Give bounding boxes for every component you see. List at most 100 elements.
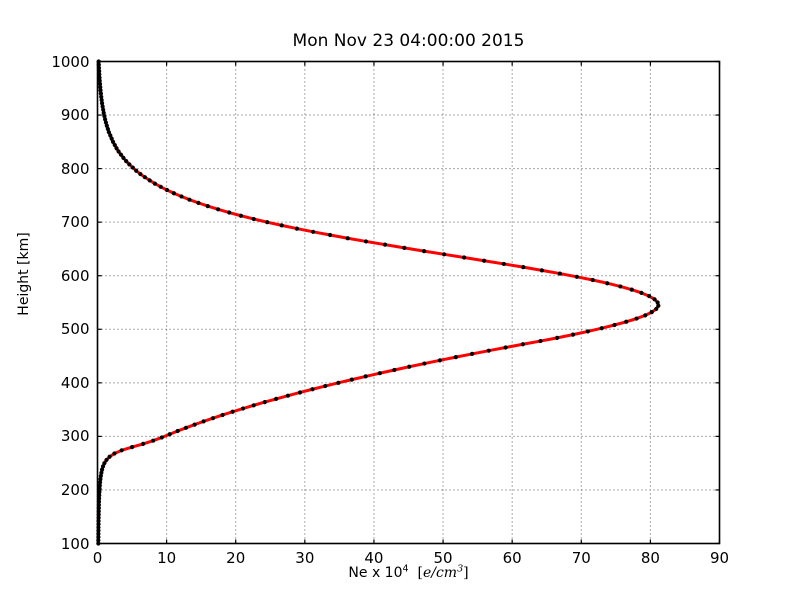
data-point-marker bbox=[192, 422, 197, 427]
data-point-marker bbox=[97, 486, 102, 491]
data-point-marker bbox=[220, 412, 225, 418]
data-point-marker bbox=[336, 380, 341, 385]
data-point-marker bbox=[201, 419, 206, 424]
data-point-marker bbox=[377, 371, 382, 376]
data-point-marker bbox=[521, 265, 526, 270]
data-point-marker bbox=[106, 130, 111, 135]
data-point-marker bbox=[119, 448, 124, 453]
data-point-marker bbox=[130, 165, 135, 170]
data-point-marker bbox=[97, 75, 102, 80]
data-point-marker bbox=[294, 226, 299, 231]
data-point-marker bbox=[179, 194, 184, 199]
data-point-marker bbox=[402, 245, 407, 250]
data-point-marker bbox=[539, 268, 544, 273]
data-point-marker bbox=[102, 114, 107, 119]
data-point-marker bbox=[101, 107, 106, 112]
data-point-marker bbox=[151, 438, 156, 443]
x-tick-label: 10 bbox=[157, 548, 177, 567]
x-tick-label: 90 bbox=[709, 548, 730, 567]
x-axis-units-close: ] bbox=[463, 565, 469, 581]
data-point-marker bbox=[441, 252, 447, 257]
data-point-marker bbox=[104, 123, 109, 128]
y-tick-label: 200 bbox=[60, 480, 90, 499]
data-point-marker bbox=[599, 326, 604, 331]
data-point-marker bbox=[99, 97, 104, 103]
y-tick-label: 300 bbox=[60, 427, 90, 446]
data-point-marker bbox=[103, 117, 108, 122]
data-point-marker bbox=[634, 316, 639, 321]
data-point-marker bbox=[121, 155, 126, 160]
x-tick-label: 20 bbox=[226, 548, 246, 567]
y-tick-label: 700 bbox=[60, 213, 90, 232]
data-point-marker bbox=[152, 181, 157, 186]
y-tick-label: 800 bbox=[60, 159, 90, 178]
data-point-marker bbox=[363, 374, 368, 379]
data-point-marker bbox=[629, 287, 634, 292]
data-point-marker bbox=[590, 277, 595, 283]
data-point-marker bbox=[103, 120, 109, 125]
data-point-marker bbox=[97, 489, 102, 495]
x-axis-label: Ne x 104 [e/cm3] bbox=[97, 563, 720, 581]
data-point-marker bbox=[557, 271, 562, 276]
data-point-marker bbox=[129, 445, 135, 450]
data-point-marker bbox=[97, 480, 103, 485]
data-point-marker bbox=[99, 94, 104, 99]
data-point-marker bbox=[98, 88, 103, 93]
data-point-marker bbox=[240, 406, 246, 411]
data-point-marker bbox=[285, 393, 290, 398]
data-point-marker bbox=[311, 229, 316, 234]
data-point-marker bbox=[100, 104, 105, 109]
data-point-marker bbox=[262, 400, 267, 405]
data-point-marker bbox=[251, 216, 256, 222]
data-point-marker bbox=[407, 364, 412, 369]
x-axis-units-math: e/cm bbox=[422, 565, 458, 581]
data-point-marker bbox=[437, 358, 443, 363]
data-point-marker bbox=[98, 473, 103, 479]
x-tick-label: 80 bbox=[640, 548, 660, 567]
data-point-marker bbox=[167, 432, 172, 437]
data-point-marker bbox=[101, 110, 106, 116]
data-point-marker bbox=[238, 213, 244, 218]
data-point-marker bbox=[482, 258, 487, 263]
data-point-marker bbox=[462, 255, 467, 260]
x-tick-label: 30 bbox=[295, 548, 315, 567]
data-point-marker bbox=[112, 142, 117, 148]
data-point-marker bbox=[646, 293, 652, 299]
data-point-marker bbox=[652, 297, 657, 302]
data-point-marker bbox=[99, 101, 105, 106]
data-point-marker bbox=[99, 467, 105, 472]
data-point-marker bbox=[297, 390, 303, 395]
x-tick-label: 40 bbox=[364, 548, 384, 567]
data-point-marker bbox=[196, 200, 201, 205]
x-axis-label-lead: Ne x 10 bbox=[348, 565, 403, 581]
data-point-marker bbox=[127, 162, 132, 167]
data-point-marker bbox=[574, 274, 579, 279]
data-point-marker bbox=[382, 242, 388, 247]
data-point-marker bbox=[175, 428, 180, 434]
data-point-marker bbox=[100, 464, 106, 469]
y-tick-label: 600 bbox=[60, 266, 90, 285]
data-point-marker bbox=[216, 207, 221, 212]
data-point-marker bbox=[171, 191, 176, 196]
data-point-marker bbox=[624, 319, 629, 324]
data-point-marker bbox=[147, 178, 152, 183]
data-point-marker bbox=[323, 383, 328, 389]
axes-frame bbox=[96, 60, 721, 545]
y-tick-label: 400 bbox=[60, 373, 90, 392]
x-tick-label: 50 bbox=[433, 548, 453, 567]
x-tick-label: 70 bbox=[571, 548, 591, 567]
data-point-marker bbox=[112, 451, 117, 456]
data-point-marker bbox=[655, 300, 660, 305]
x-axis-label-exponent: 4 bbox=[402, 563, 409, 575]
data-point-marker bbox=[486, 348, 491, 353]
data-point-marker bbox=[98, 477, 103, 482]
data-point-marker bbox=[503, 345, 508, 350]
page-title: Mon Nov 23 04:00:00 2015 bbox=[292, 31, 525, 51]
data-point-marker bbox=[159, 435, 164, 440]
data-point-marker bbox=[612, 322, 617, 328]
data-point-marker bbox=[114, 146, 119, 151]
data-point-marker bbox=[105, 126, 110, 132]
y-tick-label: 500 bbox=[60, 320, 90, 339]
data-point-marker bbox=[654, 306, 659, 312]
